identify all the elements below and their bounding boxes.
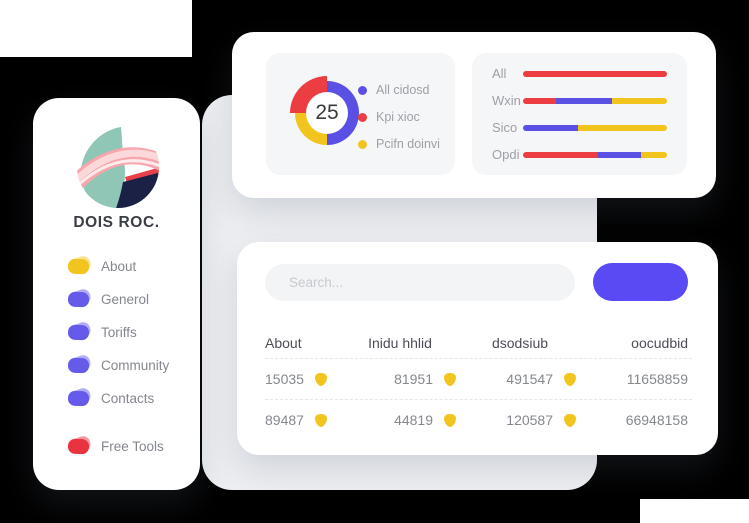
donut-chart: 25 — [288, 74, 366, 152]
data-table: About Inidu hhlid dsodsiub oocudbid 15035 8… — [265, 328, 692, 440]
bar-segment-series-red — [523, 70, 667, 77]
badge-icon — [444, 372, 456, 386]
sidebar-item-label: Toriffs — [101, 325, 137, 340]
table-cell: 120587 — [460, 412, 580, 428]
menu-blob-icon — [67, 320, 93, 342]
menu-blob-icon — [67, 434, 93, 456]
table-cell: 66948158 — [580, 412, 692, 428]
badge-icon — [314, 372, 327, 386]
bar-category-label: Opdi — [492, 147, 520, 162]
logo-icon — [77, 126, 159, 208]
bar-row-opdi: Opdi — [492, 141, 671, 168]
sidebar-item-free-tools[interactable]: Free Tools — [67, 430, 192, 463]
table-row: 15035 81951 491547 11658859 — [265, 358, 692, 399]
table-cell-value: 120587 — [506, 412, 553, 428]
legend-dot-icon — [358, 112, 367, 122]
table-header-cell: dsodsiub — [491, 335, 549, 351]
bar-row-wxin: Wxin — [492, 87, 671, 114]
sidebar-item-about[interactable]: About — [67, 250, 192, 283]
bar-segment-series-yellow — [577, 124, 667, 131]
legend-item: Kpi xioc — [358, 110, 440, 124]
menu-blob-icon — [67, 386, 93, 408]
sidebar: DOIS ROC. About Generol Toriffs Community Co… — [33, 98, 200, 490]
sidebar-item-label: Free Tools — [101, 439, 164, 454]
table-cell: 89487 — [265, 412, 340, 428]
legend-label: Kpi xioc — [376, 110, 420, 124]
bar-track — [523, 124, 667, 131]
table-cell-value: 81951 — [394, 371, 433, 387]
legend-item: Pcifn doinvi — [358, 137, 440, 151]
bar-segment-series-red — [523, 151, 598, 158]
badge-icon — [564, 413, 576, 427]
search-button[interactable] — [593, 263, 688, 301]
menu-blob-icon — [67, 353, 93, 375]
bar-segment-series-yellow — [612, 97, 667, 104]
table-cell: 15035 — [265, 371, 340, 387]
bar-chart-card: All Wxin Sico Opdi — [472, 53, 687, 175]
bar-segment-series-blue — [556, 97, 613, 104]
legend-label: All cidosd — [376, 83, 430, 97]
charts-card: 25 All cidosd Kpi xioc Pcifn doinvi All Wxi… — [232, 32, 716, 198]
table-body: 15035 81951 491547 11658859 89487 44819 1… — [265, 358, 692, 440]
table-cell-value: 491547 — [506, 371, 553, 387]
stacked-bar-chart: All Wxin Sico Opdi — [492, 60, 671, 168]
bar-track — [523, 97, 667, 104]
sidebar-item-label: Community — [101, 358, 170, 373]
menu-blob-icon — [67, 254, 93, 276]
legend-item: All cidosd — [358, 83, 440, 97]
table-row: 89487 44819 120587 66948158 — [265, 399, 692, 440]
badge-icon — [314, 413, 327, 427]
sidebar-item-toriffs[interactable]: Toriffs — [67, 316, 192, 349]
sidebar-menu: About Generol Toriffs Community Contacts Free… — [67, 250, 192, 463]
background-rect-top-left — [0, 0, 192, 57]
donut-center-value: 25 — [306, 92, 348, 134]
table-cell-value: 66948158 — [625, 412, 688, 428]
table-header-cell: Inidu hhlid — [368, 335, 432, 351]
sidebar-item-generol[interactable]: Generol — [67, 283, 192, 316]
table-header-cell: About — [265, 335, 302, 351]
sidebar-item-contacts[interactable]: Contacts — [67, 382, 192, 415]
table-cell-value: 44819 — [394, 412, 433, 428]
table-card: About Inidu hhlid dsodsiub oocudbid 15035 8… — [237, 242, 718, 455]
badge-icon — [444, 413, 456, 427]
table-header-cell: oocudbid — [631, 335, 688, 351]
table-cell: 44819 — [340, 412, 460, 428]
bar-segment-series-red — [523, 97, 557, 104]
sidebar-item-label: Generol — [101, 292, 150, 307]
bar-category-label: Sico — [492, 120, 518, 135]
bar-segment-series-yellow — [641, 151, 667, 158]
bar-track — [523, 70, 667, 77]
table-cell-value: 11658859 — [626, 371, 688, 387]
search-input[interactable] — [265, 264, 575, 301]
table-cell: 81951 — [340, 371, 460, 387]
brand-logo — [77, 126, 159, 213]
badge-icon — [564, 372, 576, 386]
sidebar-item-label: Contacts — [101, 391, 155, 406]
legend-dot-icon — [358, 139, 367, 149]
donut-legend: All cidosd Kpi xioc Pcifn doinvi — [358, 83, 440, 164]
donut-chart-card: 25 All cidosd Kpi xioc Pcifn doinvi — [266, 53, 455, 175]
bar-segment-series-blue — [597, 151, 642, 158]
bar-segment-series-blue — [523, 124, 578, 131]
sidebar-item-community[interactable]: Community — [67, 349, 192, 382]
table-header-row: About Inidu hhlid dsodsiub oocudbid — [265, 328, 692, 358]
bar-category-label: All — [492, 66, 507, 81]
bar-category-label: Wxin — [492, 93, 521, 108]
brand-name: DOIS ROC. — [73, 214, 160, 231]
table-cell: 491547 — [460, 371, 580, 387]
menu-blob-icon — [67, 287, 93, 309]
background-rect-bottom-right — [640, 499, 749, 523]
table-cell-value: 89487 — [265, 412, 304, 428]
table-cell: 11658859 — [580, 371, 692, 387]
bar-row-sico: Sico — [492, 114, 671, 141]
bar-track — [523, 151, 667, 158]
legend-label: Pcifn doinvi — [376, 137, 440, 151]
legend-dot-icon — [358, 85, 367, 95]
table-cell-value: 15035 — [265, 371, 304, 387]
bar-row-all: All — [492, 60, 671, 87]
sidebar-item-label: About — [101, 259, 137, 274]
